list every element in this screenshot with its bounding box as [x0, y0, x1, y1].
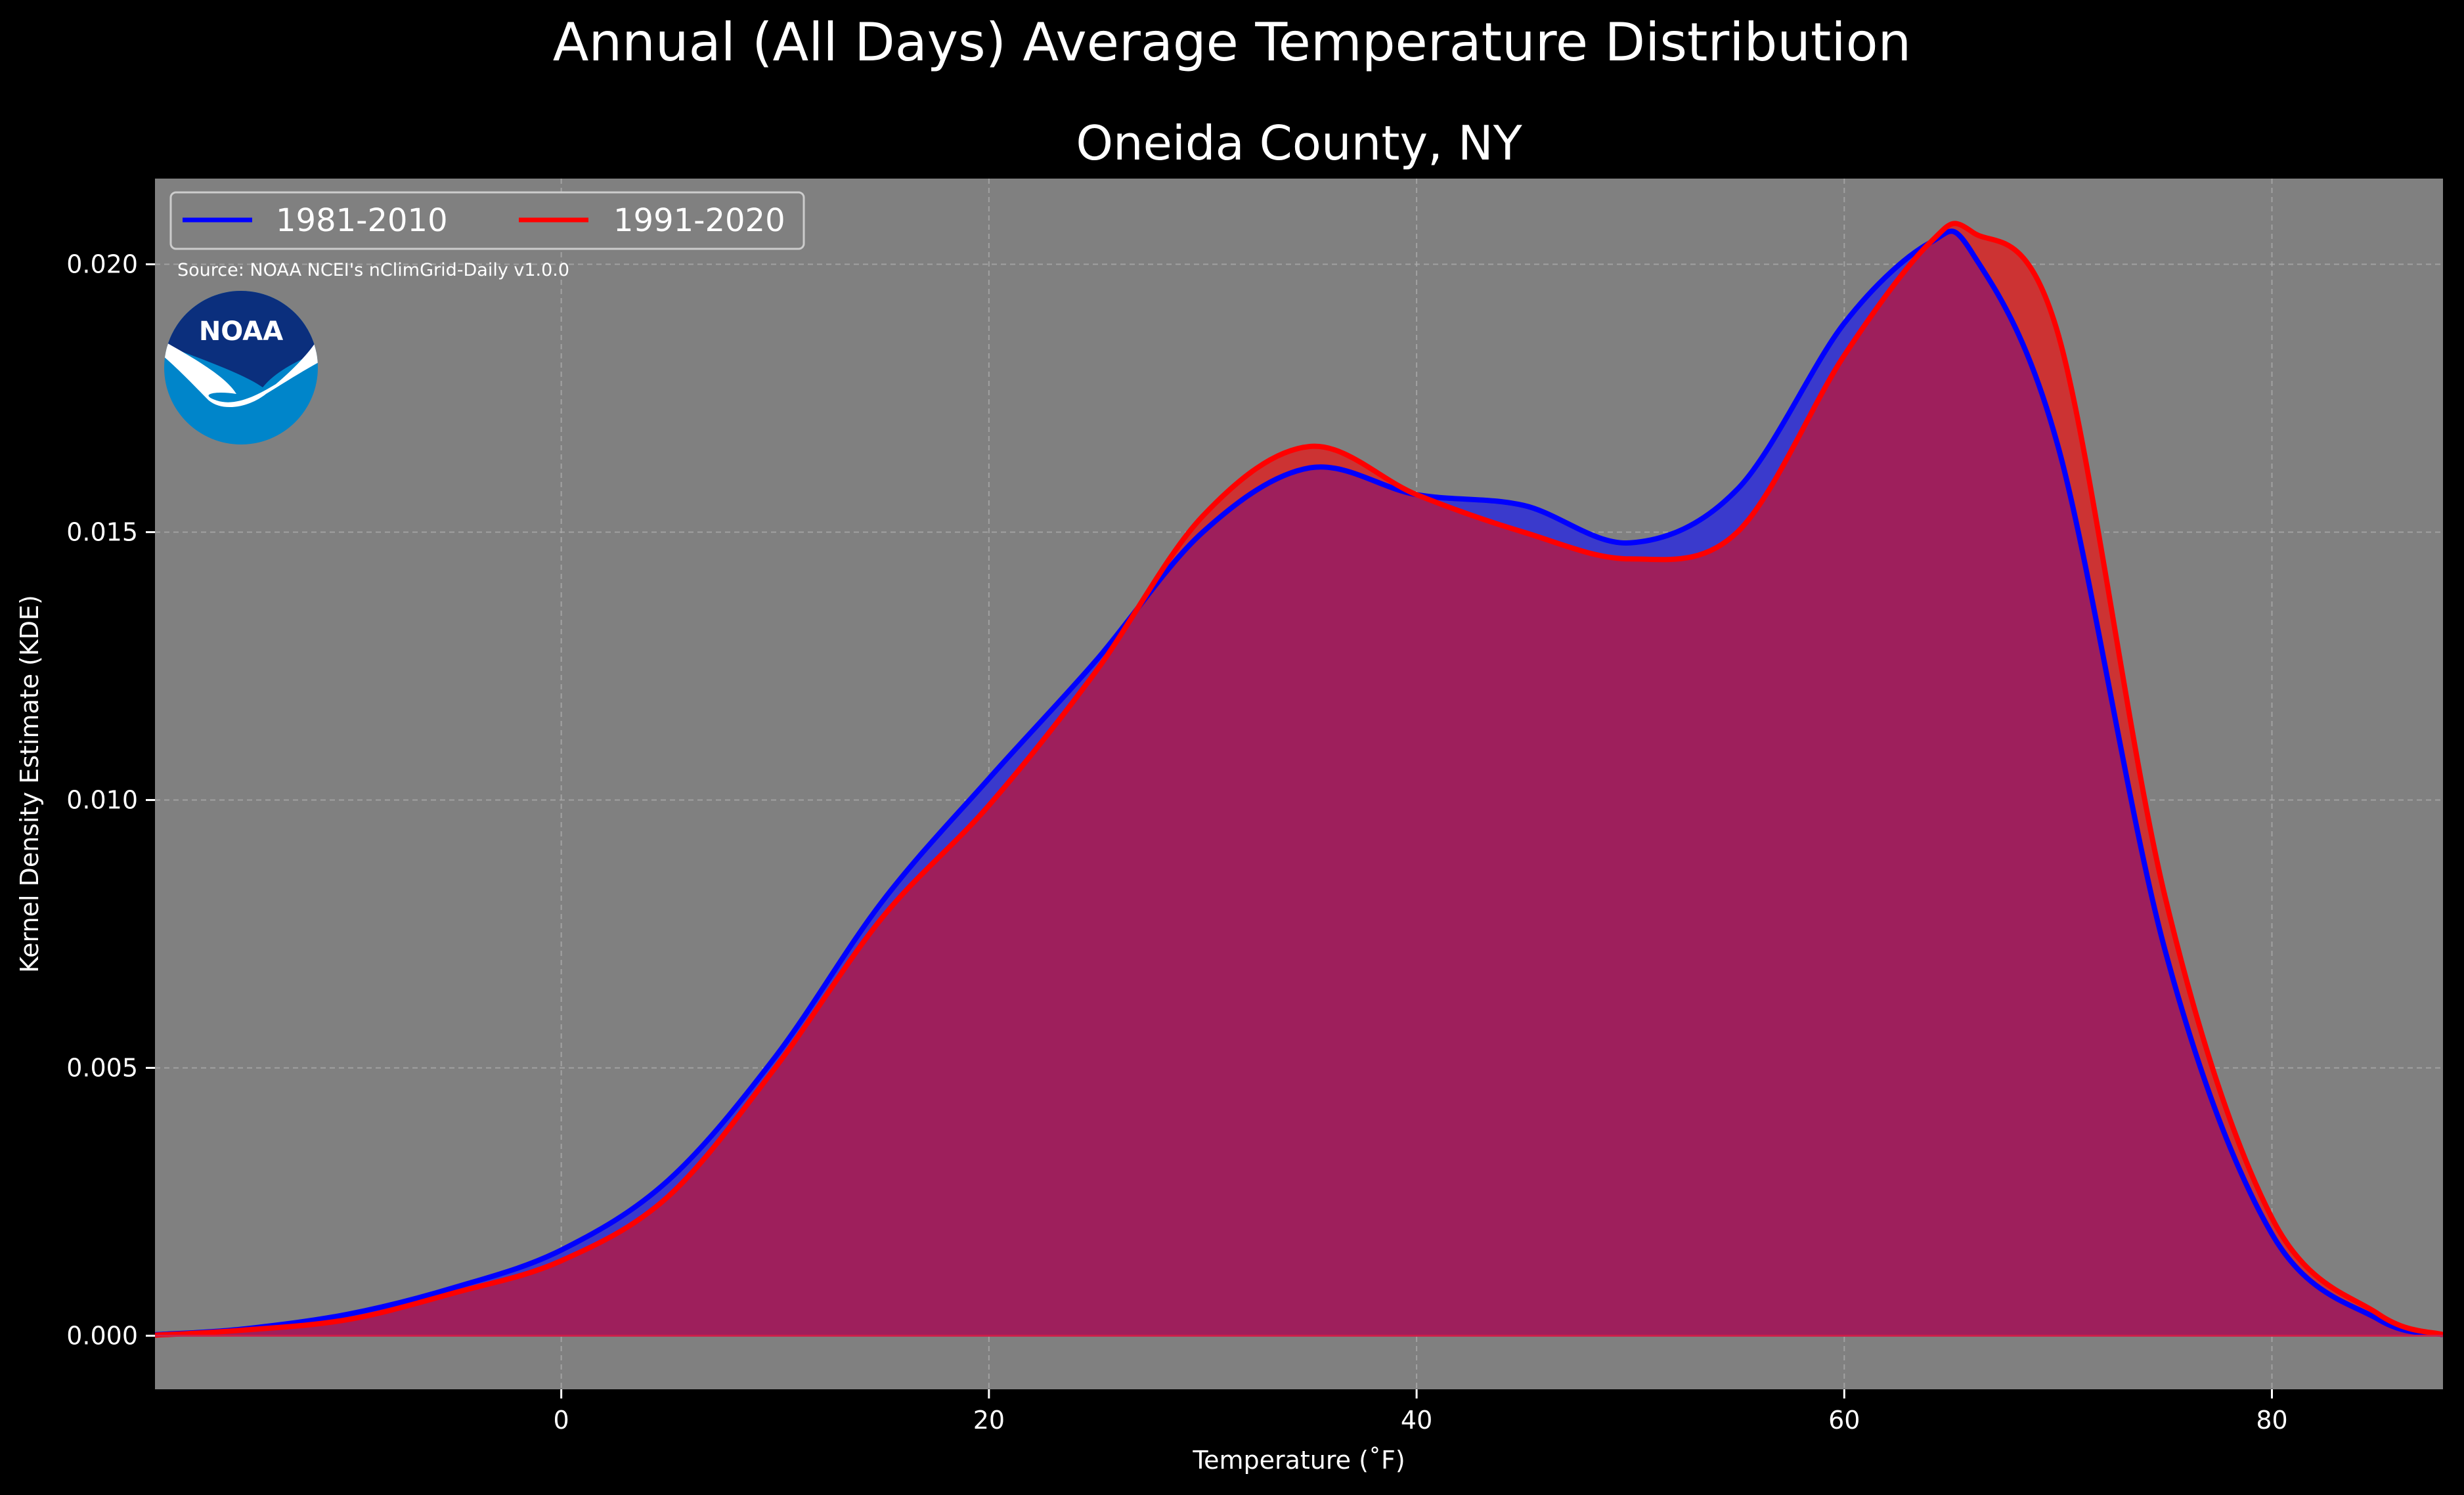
x-axis-ticks: 0 20 40 60 80: [554, 1389, 2288, 1435]
legend-label-1981-2010: 1981-2010: [276, 202, 448, 239]
y-tick-label: 0.015: [66, 518, 138, 547]
x-tick-label: 60: [1828, 1406, 1860, 1435]
y-axis-label: Kernel Density Estimate (KDE): [15, 595, 44, 973]
series-lines: [155, 221, 2443, 1338]
x-tick-label: 40: [1401, 1406, 1432, 1435]
x-tick-label: 0: [554, 1406, 569, 1435]
legend-label-1991-2020: 1991-2020: [613, 202, 785, 239]
source-annotation: Source: NOAA NCEI's nClimGrid-Daily v1.0…: [177, 260, 569, 280]
y-tick-label: 0.000: [66, 1321, 138, 1350]
legend: 1981-2010 1991-2020: [169, 191, 805, 250]
y-tick-label: 0.020: [66, 250, 138, 279]
y-axis-ticks: 0.000 0.005 0.010 0.015 0.020: [66, 250, 155, 1350]
series-line-1991-2020: [155, 221, 2443, 1338]
noaa-logo-text: NOAA: [199, 316, 283, 347]
noaa-logo: NOAA: [164, 291, 318, 444]
chart-title: Annual (All Days) Average Temperature Di…: [553, 12, 1911, 73]
y-tick-label: 0.010: [66, 785, 138, 814]
y-tick-label: 0.005: [66, 1053, 138, 1082]
chart-subtitle: Oneida County, NY: [1076, 116, 1522, 171]
x-tick-label: 80: [2256, 1406, 2287, 1435]
x-axis-label: Temperature (˚F): [1192, 1446, 1405, 1475]
x-tick-label: 20: [973, 1406, 1005, 1435]
fill-overlap: [155, 231, 2443, 1336]
legend-box: [169, 191, 805, 250]
